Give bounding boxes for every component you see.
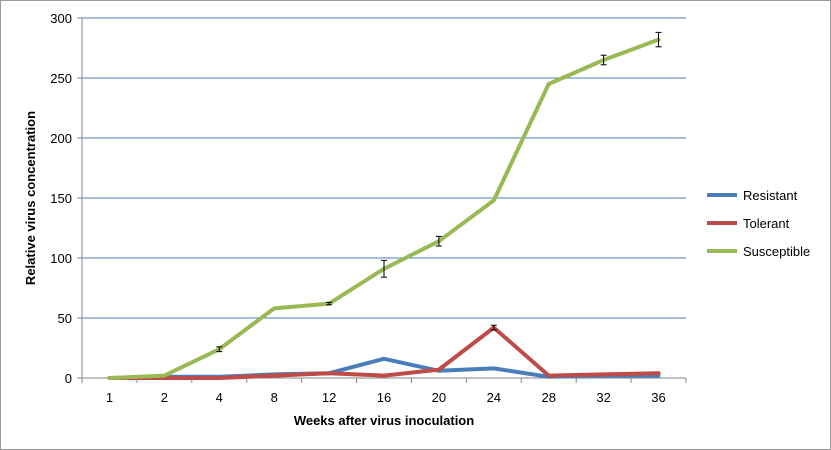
y-tick-label: 300 — [50, 11, 72, 26]
series-line-susceptible — [107, 37, 661, 380]
legend-label: Susceptible — [743, 244, 810, 259]
error-bar-susceptible — [326, 301, 333, 306]
legend-label: Tolerant — [743, 216, 790, 231]
y-tick-label: 250 — [50, 71, 72, 86]
y-tick-label: 100 — [50, 251, 72, 266]
axes — [77, 17, 687, 383]
series-lines — [107, 37, 661, 380]
y-axis-title: Relative virus concentration — [23, 111, 38, 285]
error-bar-susceptible — [435, 235, 442, 247]
legend-item-tolerant: Tolerant — [707, 216, 790, 231]
error-bar-susceptible — [381, 259, 387, 278]
x-tick-label: 1 — [106, 390, 113, 405]
series-line-tolerant — [107, 325, 661, 380]
y-tick-label: 200 — [50, 131, 72, 146]
x-tick-label: 16 — [377, 390, 391, 405]
error-bar-susceptible — [600, 54, 607, 66]
x-tick-label: 12 — [322, 390, 336, 405]
x-tick-label: 36 — [651, 390, 665, 405]
error-bar-susceptible — [216, 346, 223, 353]
y-tick-label: 0 — [65, 371, 72, 386]
gridlines — [82, 17, 686, 319]
x-tick-label: 2 — [161, 390, 168, 405]
x-tick-labels: 1 2 4 8 12 16 20 24 28 32 36 — [106, 390, 666, 405]
legend-label: Resistant — [743, 188, 798, 203]
x-tick-label: 32 — [596, 390, 610, 405]
x-tick-label: 24 — [487, 390, 501, 405]
x-tick-label: 8 — [271, 390, 278, 405]
error-bars — [216, 31, 662, 353]
y-tick-label: 150 — [50, 191, 72, 206]
y-tick-labels: 0 50 100 150 200 250 300 — [50, 11, 72, 386]
legend-item-susceptible: Susceptible — [707, 244, 810, 259]
x-tick-label: 28 — [541, 390, 555, 405]
x-tick-label: 4 — [216, 390, 223, 405]
error-bar-susceptible — [655, 31, 662, 48]
x-axis-title: Weeks after virus inoculation — [294, 413, 474, 428]
x-tick-label: 20 — [432, 390, 446, 405]
legend-item-resistant: Resistant — [707, 188, 798, 203]
error-bar-tolerant — [490, 324, 497, 331]
legend: Resistant Tolerant Susceptible — [707, 188, 810, 259]
y-tick-label: 50 — [58, 311, 72, 326]
